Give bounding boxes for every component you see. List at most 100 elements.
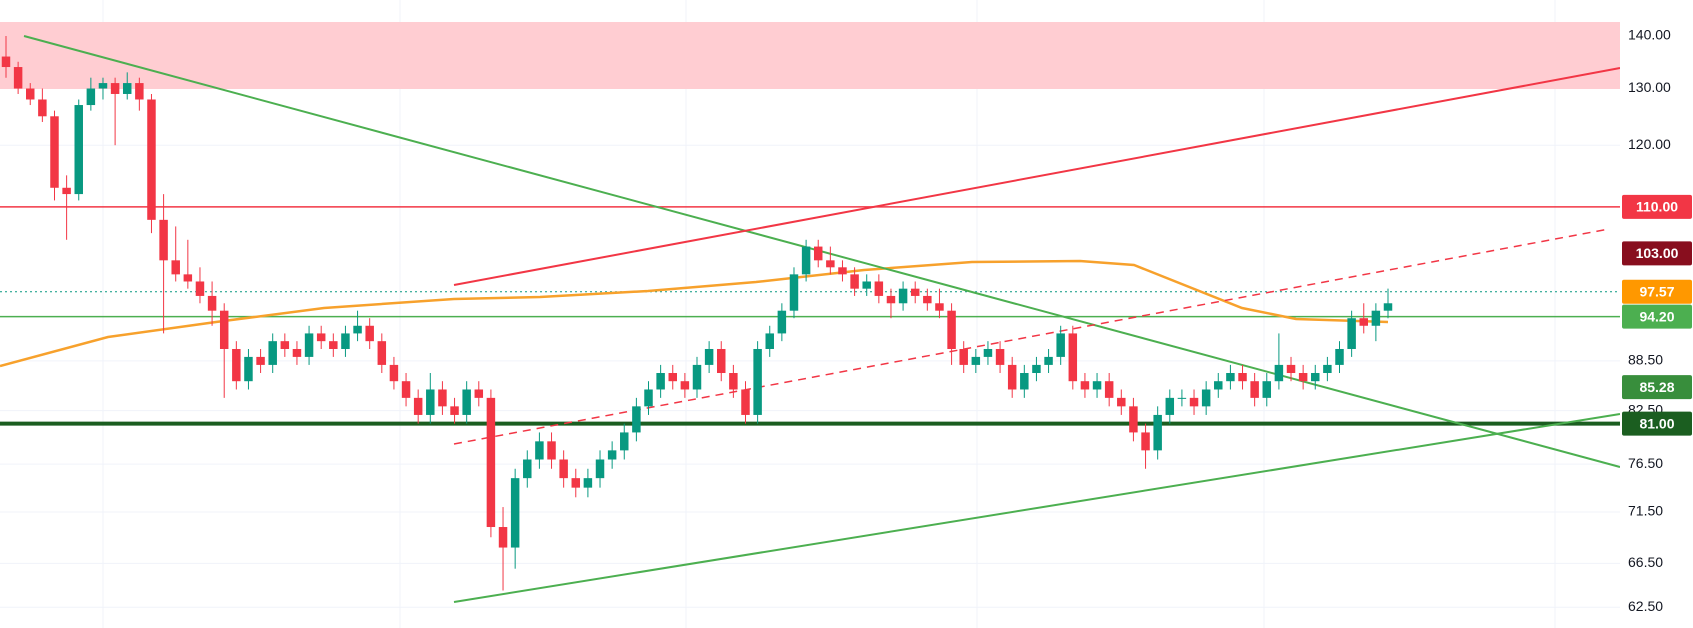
candle-body xyxy=(1056,333,1065,357)
candle-body xyxy=(413,397,423,415)
price-badge-label: 103.00 xyxy=(1636,245,1679,261)
candle-body xyxy=(171,260,180,275)
candle-body xyxy=(935,303,944,311)
trend-line-resistance xyxy=(453,67,1621,286)
candle-body xyxy=(547,441,556,460)
price-badge xyxy=(1622,194,1692,219)
y-tick-label: 88.50 xyxy=(1628,352,1663,368)
price-badge xyxy=(1622,375,1692,400)
candle-body xyxy=(1250,381,1259,398)
candle-body xyxy=(741,389,750,415)
candle-body xyxy=(813,246,823,261)
candle-body xyxy=(1117,397,1126,407)
candle-body xyxy=(304,333,314,357)
candle-body xyxy=(1335,348,1344,365)
candle-body xyxy=(789,274,799,311)
candle-body xyxy=(1383,303,1393,311)
candle-body xyxy=(644,389,653,407)
candle-body xyxy=(898,288,908,304)
candle-body xyxy=(1201,389,1211,407)
candle-body xyxy=(583,478,593,488)
candle-body xyxy=(523,459,532,479)
candle-body xyxy=(886,295,896,304)
candle-body xyxy=(292,348,302,357)
candle-body xyxy=(947,310,956,349)
candle-body xyxy=(595,459,605,479)
price-badge-label: 85.28 xyxy=(1639,379,1674,395)
candle-body xyxy=(110,83,120,94)
candle-body xyxy=(183,274,193,282)
candle-body xyxy=(462,389,471,415)
candle-body xyxy=(1189,397,1199,407)
candle-body xyxy=(401,381,411,398)
candle-body xyxy=(656,373,665,390)
candle-body xyxy=(74,105,83,195)
candle-body xyxy=(1,56,11,68)
price-badge xyxy=(1622,411,1692,436)
candle-body xyxy=(753,348,762,415)
candle-body xyxy=(1226,373,1235,382)
candle-body xyxy=(680,381,690,390)
candle-body xyxy=(1274,364,1284,382)
candle-body xyxy=(1359,318,1368,326)
candle-body xyxy=(486,397,496,528)
trend-line-support xyxy=(453,413,1621,603)
axis-labels: 140.00130.00120.0088.5082.5076.5071.5066… xyxy=(1622,27,1692,614)
candle-body xyxy=(607,450,617,460)
candle-body xyxy=(498,527,508,548)
candle-body xyxy=(826,260,835,268)
candle-body xyxy=(801,246,811,275)
candle-body xyxy=(983,348,993,357)
y-tick-label: 140.00 xyxy=(1628,27,1671,43)
candle-body xyxy=(353,325,362,334)
candle-body xyxy=(571,478,581,488)
candle-body xyxy=(86,88,96,106)
candle-body xyxy=(50,116,59,188)
candle-body xyxy=(717,348,726,374)
candle-body xyxy=(1347,318,1356,349)
y-tick-label: 120.00 xyxy=(1628,136,1671,152)
y-tick-label: 71.50 xyxy=(1628,503,1663,519)
candle-body xyxy=(450,406,459,415)
candle-body xyxy=(1165,397,1175,415)
candle-body xyxy=(365,325,374,342)
candle-body xyxy=(1298,373,1308,382)
candle-body xyxy=(377,341,387,365)
candle-body xyxy=(426,389,435,415)
candle-body xyxy=(1311,373,1320,382)
candle-body xyxy=(838,267,847,275)
candle-body xyxy=(874,281,884,296)
y-tick-label: 66.50 xyxy=(1628,554,1663,570)
candle-body xyxy=(268,341,277,365)
candle-body xyxy=(1153,414,1162,451)
candle-body xyxy=(62,187,71,195)
y-tick-label: 76.50 xyxy=(1628,455,1663,471)
candle-body xyxy=(1044,356,1053,365)
candle-body xyxy=(1104,381,1114,398)
price-badge-label: 94.20 xyxy=(1639,308,1674,324)
candle-body xyxy=(1007,364,1017,390)
candle-body xyxy=(1214,381,1223,390)
candle-body xyxy=(729,373,738,390)
candle-body xyxy=(1323,364,1332,374)
candle-body xyxy=(135,83,144,100)
candle-body xyxy=(1371,310,1381,326)
candles xyxy=(1,36,1393,591)
candle-body xyxy=(1141,432,1150,451)
resistance-zone xyxy=(0,22,1620,89)
candle-body xyxy=(159,219,168,261)
h-grid xyxy=(0,35,1620,608)
candle-body xyxy=(280,341,290,349)
candle-body xyxy=(122,83,132,94)
candle-body xyxy=(438,389,447,407)
price-badge-label: 81.00 xyxy=(1639,415,1674,431)
candle-body xyxy=(668,373,677,382)
y-tick-label: 130.00 xyxy=(1628,79,1671,95)
candle-body xyxy=(510,478,520,548)
candle-body xyxy=(1068,333,1078,382)
candle-body xyxy=(256,356,265,365)
candle-body xyxy=(620,432,629,451)
candle-body xyxy=(1262,381,1272,398)
price-badge xyxy=(1622,241,1692,266)
candle-body xyxy=(1238,373,1247,382)
